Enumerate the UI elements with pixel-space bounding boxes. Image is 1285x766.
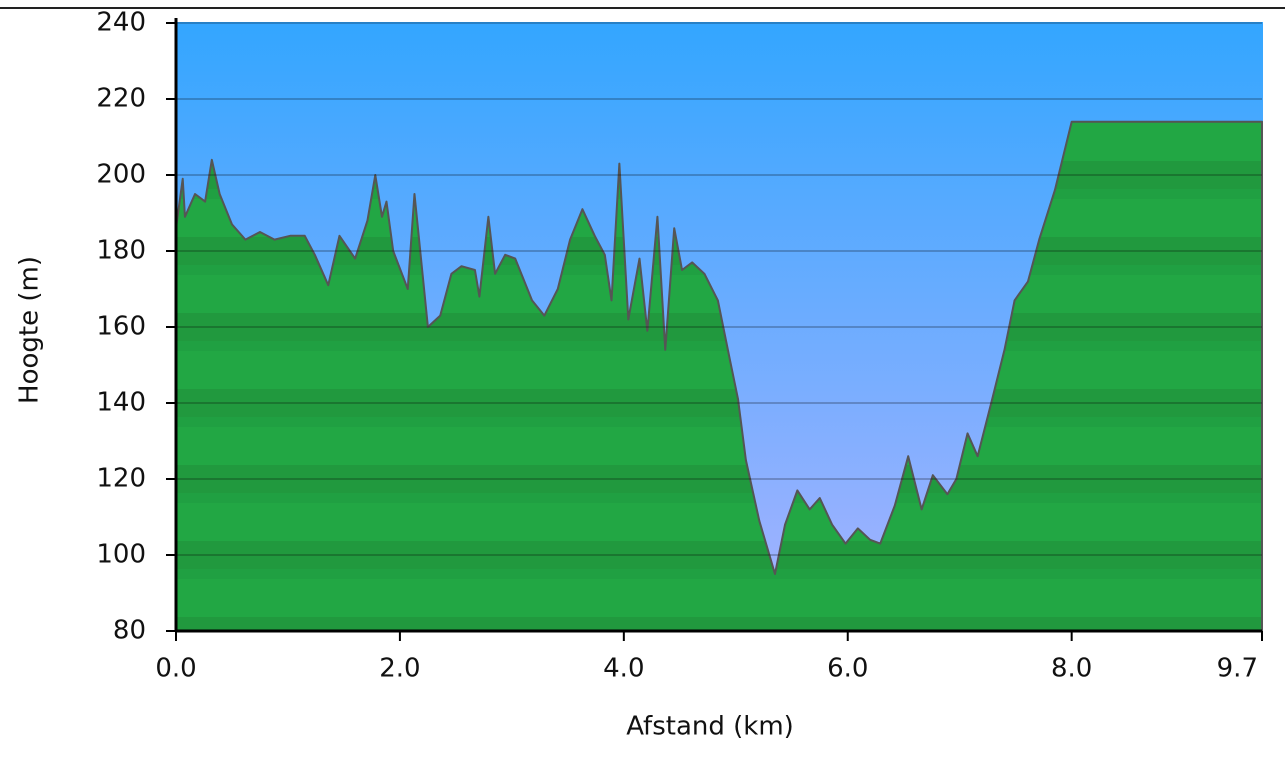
y-axis-label: Hoogte (m) — [15, 256, 45, 404]
y-tick-label: 180 — [96, 236, 146, 266]
y-tick-label: 160 — [96, 312, 146, 342]
x-tick-label: 6.0 — [827, 654, 868, 684]
x-tick-label: 8.0 — [1051, 654, 1092, 684]
y-tick-label: 220 — [96, 84, 146, 114]
y-tick-label: 100 — [96, 540, 146, 570]
x-tick-label: 4.0 — [603, 654, 644, 684]
x-axis-label: Afstand (km) — [626, 712, 794, 742]
x-tick-label: 2.0 — [379, 654, 420, 684]
y-tick-label: 140 — [96, 388, 146, 418]
x-tick-label: 9.7 — [1217, 654, 1258, 684]
x-tick-label: 0.0 — [155, 654, 196, 684]
y-tick-label: 80 — [113, 616, 146, 646]
elevation-area — [175, 120, 1263, 632]
y-tick-label: 120 — [96, 464, 146, 494]
y-tick-label: 200 — [96, 160, 146, 190]
y-tick-label: 240 — [96, 8, 146, 38]
